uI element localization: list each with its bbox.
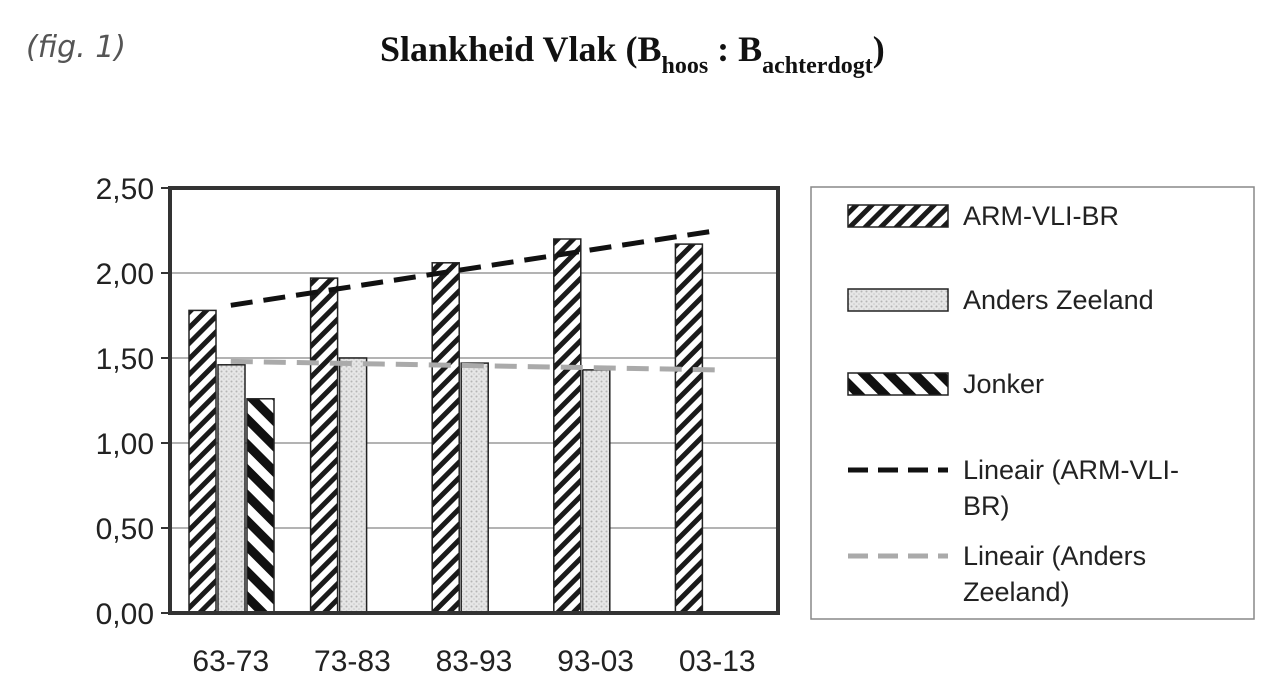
legend-label: Lineair (ARM-VLI- bbox=[963, 455, 1179, 485]
bar-arm-vli-br bbox=[674, 243, 704, 614]
legend-swatch bbox=[847, 204, 949, 228]
x-tick-label: 93-03 bbox=[557, 645, 634, 678]
trendline-arm-vli-br bbox=[230, 228, 718, 308]
legend-box bbox=[810, 186, 1255, 620]
legend-label: ARM-VLI-BR bbox=[963, 201, 1119, 231]
x-tick-label: 63-73 bbox=[192, 645, 269, 678]
legend: ARM-VLI-BR Anders Zeeland Jonker Lineair (A… bbox=[847, 201, 1179, 607]
title-close: ) bbox=[872, 29, 885, 69]
y-tick-label: 0,50 bbox=[96, 513, 154, 546]
bar-arm-vli-br bbox=[553, 238, 582, 614]
legend-label: Anders Zeeland bbox=[963, 285, 1154, 315]
bar-arm-vli-br bbox=[188, 309, 217, 614]
title-sub-achterdogt: achterdogt bbox=[762, 53, 873, 79]
y-tick-label: 2,00 bbox=[96, 258, 154, 291]
bar-anders-zeeland bbox=[217, 364, 246, 614]
bar-anders-zeeland bbox=[338, 357, 368, 614]
y-tick-label: 2,50 bbox=[96, 173, 154, 206]
title-prefix: Slankheid Vlak (B bbox=[380, 29, 662, 69]
y-axis-ticks: 0,00 0,50 1,00 1,50 2,00 2,50 bbox=[96, 173, 170, 631]
y-tick-label: 1,00 bbox=[96, 428, 154, 461]
bar-anders-zeeland bbox=[460, 362, 489, 614]
bar-arm-vli-br bbox=[431, 262, 460, 614]
legend-label: Lineair (Anders bbox=[963, 541, 1146, 571]
title-separator: : B bbox=[708, 29, 763, 69]
legend-swatch bbox=[847, 288, 949, 312]
legend-label: Zeeland) bbox=[963, 577, 1070, 607]
y-tick-label: 0,00 bbox=[96, 598, 154, 631]
legend-label: Jonker bbox=[963, 369, 1044, 399]
x-tick-label: 83-93 bbox=[436, 645, 513, 678]
bar-jonker bbox=[246, 398, 275, 614]
legend-label: BR) bbox=[963, 491, 1010, 521]
chart-title: Slankheid Vlak (Bhoos : Bachterdogt) bbox=[380, 28, 885, 80]
trendlines bbox=[230, 228, 718, 373]
title-sub-hoos: hoos bbox=[661, 53, 709, 79]
x-tick-label: 73-83 bbox=[314, 645, 391, 678]
bar-arm-vli-br bbox=[309, 277, 339, 614]
bar-anders-zeeland bbox=[582, 369, 611, 614]
x-axis-ticks: 63-73 73-83 83-93 93-03 03-13 bbox=[192, 645, 755, 678]
bars bbox=[188, 238, 704, 614]
legend-swatch bbox=[847, 372, 949, 396]
figure-label: (fig. 1) bbox=[26, 30, 126, 65]
y-tick-label: 1,50 bbox=[96, 343, 154, 376]
x-tick-label: 03-13 bbox=[679, 645, 756, 678]
trendline-anders-zeeland bbox=[230, 358, 718, 373]
plot-area-frame bbox=[168, 186, 780, 615]
